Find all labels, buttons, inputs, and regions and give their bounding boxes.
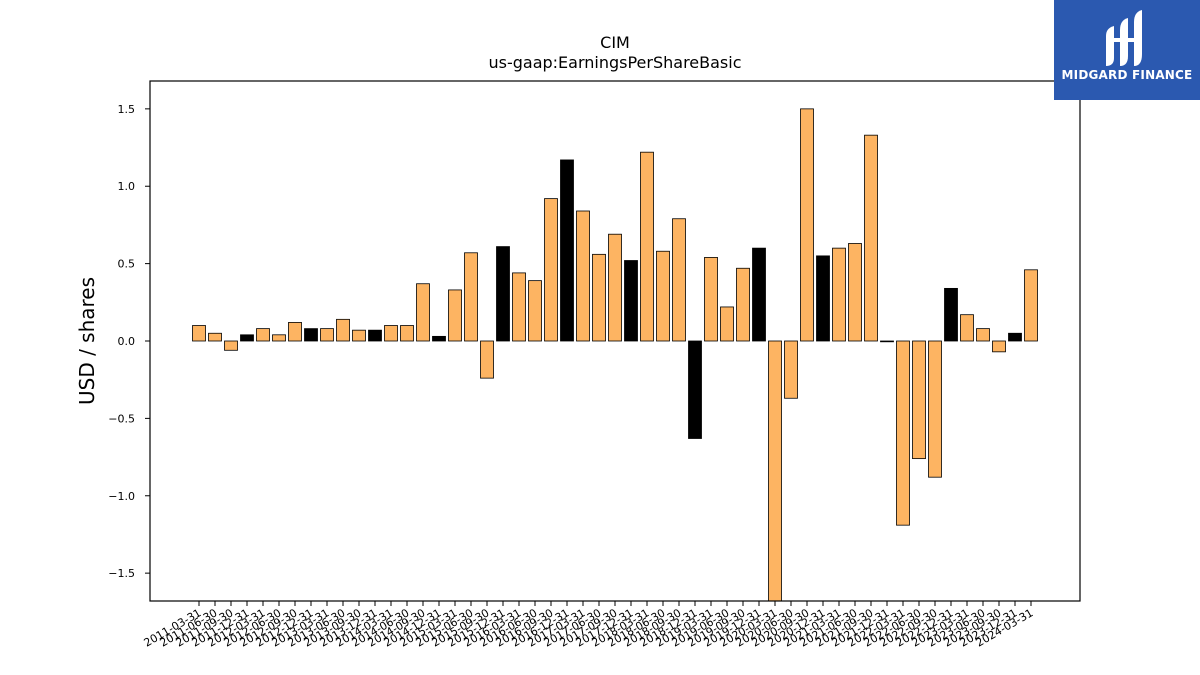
bar-2013-09-30 <box>352 329 366 342</box>
bar-2011-09-30 <box>224 340 238 351</box>
bar-2014-09-30 <box>416 283 430 342</box>
y-tick-label: −1.0 <box>108 490 135 503</box>
bar-2017-12-31 <box>624 260 638 342</box>
bar-2017-09-30 <box>608 233 622 342</box>
bar-2014-12-31 <box>432 335 446 342</box>
bar-2023-09-30 <box>992 340 1006 353</box>
bar-2015-06-30 <box>464 252 478 342</box>
bar-2013-06-30 <box>336 318 350 342</box>
bar-2021-12-31 <box>880 340 894 343</box>
bar-2022-09-30 <box>928 340 942 478</box>
bar-2021-03-31 <box>832 247 846 342</box>
bar-2017-06-30 <box>592 253 606 342</box>
bar-2020-09-30 <box>800 108 814 342</box>
bar-2022-12-31 <box>944 287 958 342</box>
bars-group <box>192 108 1038 601</box>
y-axis-label: USD / shares <box>75 277 99 405</box>
brand-logo: MIDGARD FINANCE <box>1054 0 1200 100</box>
bar-2016-06-30 <box>528 280 542 342</box>
bar-2020-12-31 <box>816 255 830 342</box>
bar-2022-06-30 <box>912 340 926 460</box>
midgard-logo-icon <box>1106 10 1142 66</box>
y-tick-label: −0.5 <box>108 412 135 425</box>
y-tick-label: 1.5 <box>118 103 136 116</box>
bar-2021-09-30 <box>864 134 878 342</box>
bar-2019-09-30 <box>736 267 750 342</box>
bar-2016-03-31 <box>512 272 526 342</box>
bar-2015-03-31 <box>448 289 462 342</box>
bar-2013-03-31 <box>320 328 334 342</box>
bar-2014-03-31 <box>384 325 398 342</box>
bar-2011-03-31 <box>192 325 206 342</box>
y-tick-label: 1.0 <box>118 180 136 193</box>
bar-2017-03-31 <box>576 210 590 342</box>
chart-subtitle: us-gaap:EarningsPerShareBasic <box>488 53 741 72</box>
y-tick-label: 0.0 <box>118 335 136 348</box>
chart-title: CIM <box>600 33 630 52</box>
bar-2016-12-31 <box>560 159 574 342</box>
bar-2018-09-30 <box>672 218 686 342</box>
bar-2020-06-30 <box>784 340 798 399</box>
bar-2014-06-30 <box>400 325 414 342</box>
bar-2019-03-31 <box>704 257 718 342</box>
plot-frame <box>149 80 1081 602</box>
bar-2023-06-30 <box>976 328 990 342</box>
bar-2013-12-31 <box>368 329 382 342</box>
bar-2018-06-30 <box>656 250 670 342</box>
bar-2021-06-30 <box>848 243 862 342</box>
brand-name: MIDGARD FINANCE <box>1061 68 1193 82</box>
bar-2023-03-31 <box>960 314 974 342</box>
bar-2020-03-31 <box>768 340 782 601</box>
bar-2018-03-31 <box>640 151 654 342</box>
bar-2023-12-31 <box>1008 332 1022 342</box>
bar-2022-03-31 <box>896 340 910 526</box>
bar-2015-09-30 <box>480 340 494 379</box>
bar-2019-06-30 <box>720 306 734 342</box>
y-axis: −1.5 −1.0 −0.5 0.0 0.5 1.0 1.5 <box>108 103 150 580</box>
bar-2019-12-31 <box>752 247 766 342</box>
bar-2011-06-30 <box>208 332 222 342</box>
bar-2012-03-31 <box>256 328 270 342</box>
x-axis: 2011-03-312011-06-302011-09-302011-12-31… <box>142 601 1036 650</box>
bar-2016-09-30 <box>544 198 558 342</box>
bar-2015-12-31 <box>496 246 510 342</box>
bar-2024-03-31 <box>1024 269 1038 342</box>
bar-2018-12-31 <box>688 340 702 439</box>
bar-2012-12-31 <box>304 328 318 342</box>
bar-2011-12-31 <box>240 334 254 342</box>
y-tick-label: 0.5 <box>118 258 136 271</box>
bar-2012-06-30 <box>272 334 286 342</box>
y-tick-label: −1.5 <box>108 567 135 580</box>
bar-2012-09-30 <box>288 322 302 342</box>
